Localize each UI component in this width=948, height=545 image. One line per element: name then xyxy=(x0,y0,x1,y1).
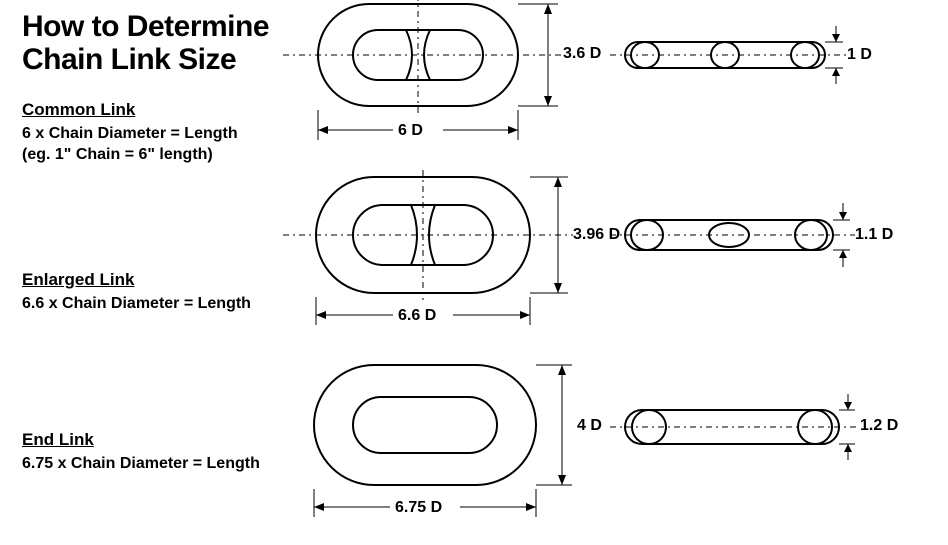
end-length-label: 6.75 D xyxy=(395,499,442,517)
end-top-view xyxy=(314,365,572,517)
page-root: How to Determine Chain Link Size Common … xyxy=(0,0,948,522)
row-common xyxy=(0,0,948,170)
common-top-view xyxy=(283,0,563,140)
end-thick-label: 1.2 D xyxy=(860,417,898,435)
enlarged-thick-label: 1.1 D xyxy=(855,226,893,244)
row-enlarged xyxy=(0,175,948,355)
end-width-label: 4 D xyxy=(577,417,602,435)
enlarged-top-view xyxy=(283,170,573,325)
common-length-label: 6 D xyxy=(398,122,423,140)
enlarged-width-label: 3.96 D xyxy=(573,226,620,244)
enlarged-side-view xyxy=(610,203,855,267)
row-end xyxy=(0,365,948,545)
end-side-view xyxy=(610,394,860,460)
common-side-view xyxy=(610,26,850,84)
common-width-label: 3.6 D xyxy=(563,45,601,63)
common-thick-label: 1 D xyxy=(847,46,872,64)
enlarged-length-label: 6.6 D xyxy=(398,307,436,325)
